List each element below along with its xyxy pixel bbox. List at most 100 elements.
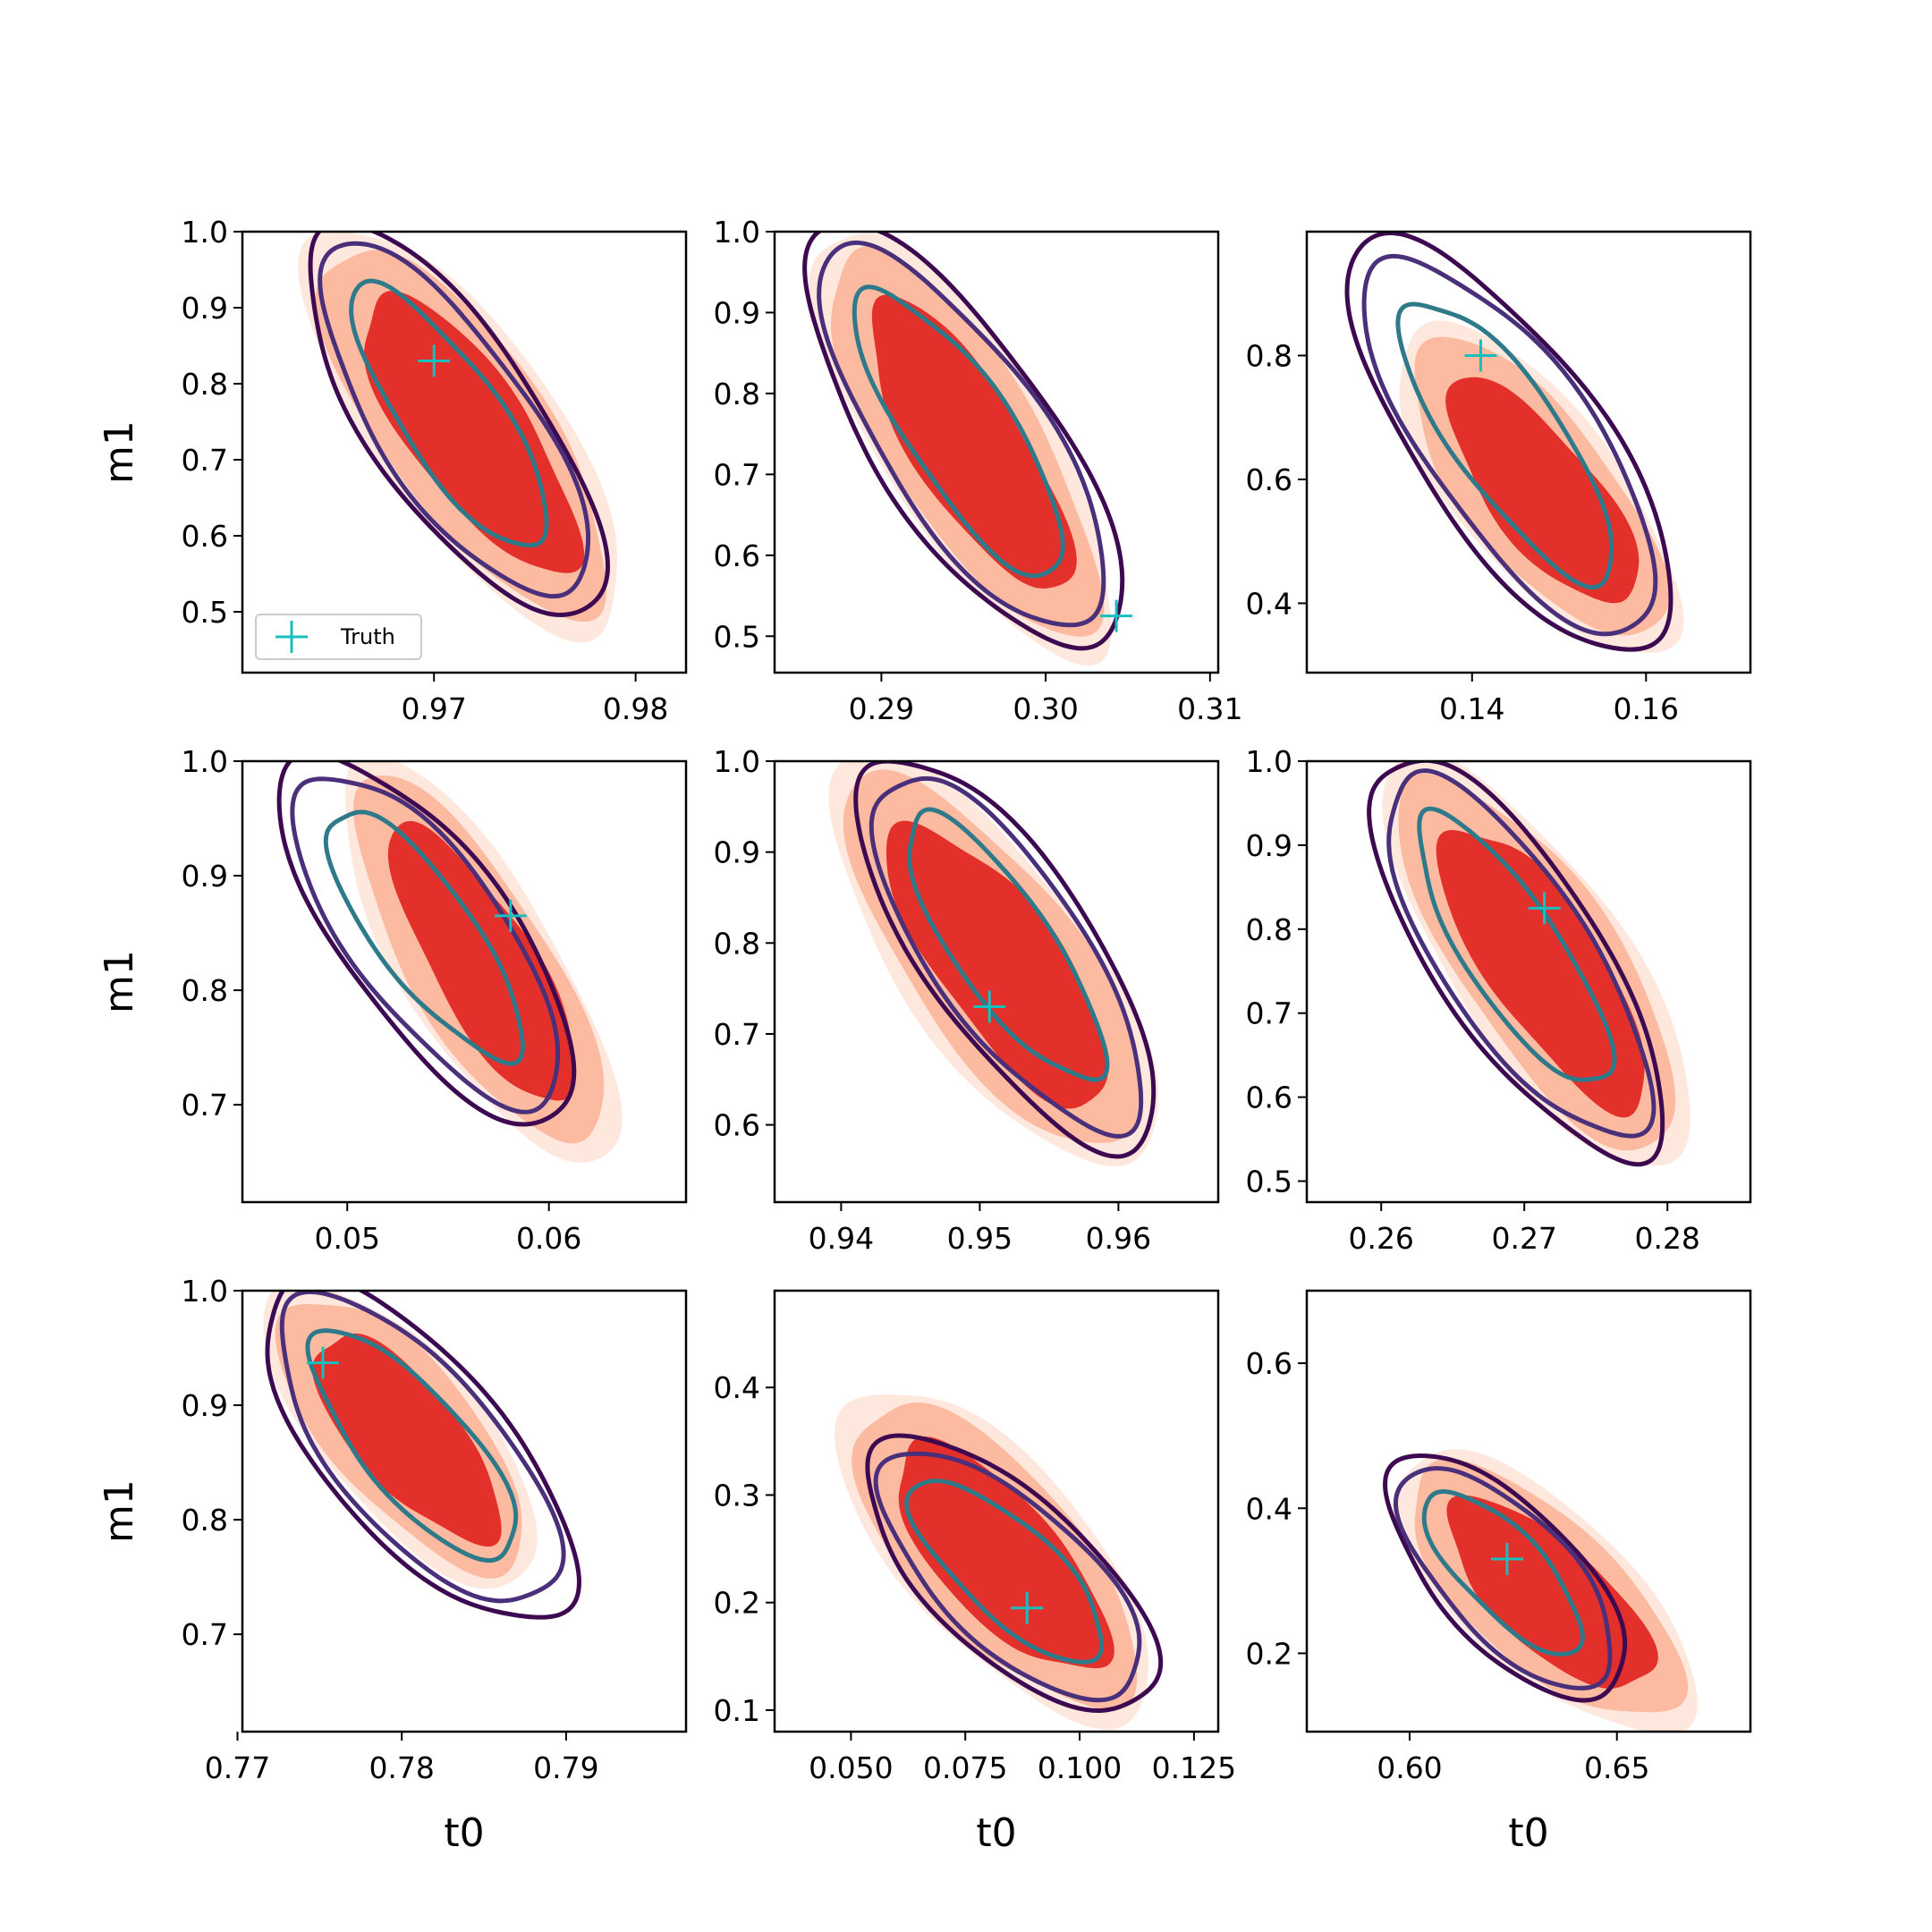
x-tick-label: 0.29 bbox=[849, 691, 914, 726]
line-contour-outer bbox=[308, 232, 611, 618]
panel-r1c1: 0.97 0.98 0.5 0.6 0.7 0.8 0.9 1.0 m1 Truth bbox=[97, 215, 688, 726]
x-tick-label: 0.06 bbox=[516, 1221, 581, 1256]
y-tick-label: 0.7 bbox=[714, 1017, 760, 1052]
axes-frame bbox=[1305, 1289, 1752, 1733]
x-tick-label: 0.78 bbox=[369, 1750, 434, 1785]
x-tick-label: 0.60 bbox=[1377, 1750, 1442, 1785]
fill-contour-inner bbox=[871, 294, 1077, 589]
y-tick-label: 0.9 bbox=[714, 835, 760, 870]
line-contour-outer bbox=[1367, 761, 1665, 1167]
legend-truth-marker bbox=[275, 621, 308, 653]
panel-r3c1: 0.77 0.78 0.79 0.7 0.8 0.9 1.0 t0 m1 bbox=[97, 1274, 688, 1856]
x-tick-label: 0.77 bbox=[205, 1750, 270, 1785]
line-contour-mid bbox=[817, 240, 1106, 628]
fill-contour-inner bbox=[898, 1436, 1114, 1669]
panel-r2c2: 0.94 0.95 0.96 0.6 0.7 0.8 0.9 1.0 bbox=[714, 744, 1220, 1256]
y-tick-label: 0.7 bbox=[1246, 996, 1292, 1031]
y-tick-label: 0.9 bbox=[714, 295, 760, 330]
y-tick-label: 0.1 bbox=[714, 1693, 760, 1728]
fill-contour-inner bbox=[1446, 1495, 1658, 1689]
line-contour-outer bbox=[1383, 1453, 1628, 1703]
fill-contour-inner bbox=[312, 1333, 502, 1547]
line-contour-outer bbox=[1344, 232, 1674, 652]
panel-r2c3: 0.14 0.16 0.4 0.6 0.8 bbox=[1246, 230, 1752, 726]
axes-frame bbox=[241, 1289, 688, 1733]
y-tick-label: 0.2 bbox=[1246, 1636, 1292, 1671]
y-tick-label: 0.6 bbox=[182, 519, 228, 554]
y-tick-label: 0.5 bbox=[714, 619, 760, 654]
truth-marker bbox=[307, 1346, 340, 1379]
x-tick-label: 0.94 bbox=[809, 1221, 874, 1256]
y-tick-label: 0.5 bbox=[182, 595, 228, 630]
x-tick-label: 0.100 bbox=[1038, 1750, 1122, 1785]
panel-r3c2: 0.050 0.075 0.100 0.125 0.1 0.2 0.3 0.4 t0 bbox=[714, 1289, 1236, 1856]
y-axis-label: m1 bbox=[97, 420, 142, 484]
y-tick-label: 0.9 bbox=[182, 291, 228, 326]
line-contour-mid bbox=[279, 1291, 566, 1604]
line-contour-inner bbox=[349, 278, 549, 548]
x-tick-label: 0.97 bbox=[401, 691, 466, 726]
y-tick-label: 0.8 bbox=[182, 973, 228, 1008]
fill-contour-inner bbox=[1445, 377, 1640, 604]
truth-marker bbox=[1011, 1591, 1044, 1624]
line-contour-inner bbox=[907, 807, 1110, 1082]
x-tick-label: 0.79 bbox=[533, 1750, 598, 1785]
y-tick-label: 0.6 bbox=[1246, 1346, 1292, 1381]
y-tick-label: 0.7 bbox=[182, 1088, 228, 1123]
line-contour-outer bbox=[865, 1433, 1164, 1714]
panel-r1c2: 0.29 0.30 0.31 0.5 0.6 0.7 0.8 0.9 1.0 bbox=[714, 215, 1243, 726]
y-tick-label: 0.8 bbox=[714, 926, 760, 961]
x-tick-label: 0.96 bbox=[1086, 1221, 1151, 1256]
y-tick-label: 1.0 bbox=[1246, 744, 1292, 779]
y-tick-label: 1.0 bbox=[182, 1274, 228, 1309]
legend: Truth bbox=[255, 614, 422, 660]
line-contour-inner bbox=[1417, 806, 1617, 1082]
x-tick-label: 0.95 bbox=[947, 1221, 1013, 1256]
truth-marker bbox=[1100, 599, 1133, 632]
y-tick-label: 0.8 bbox=[714, 377, 760, 411]
y-tick-label: 0.5 bbox=[1246, 1165, 1292, 1199]
y-tick-label: 0.7 bbox=[182, 443, 228, 478]
fill-contour-inner bbox=[387, 820, 575, 1101]
line-contour-inner bbox=[323, 809, 525, 1066]
line-contour-inner bbox=[1421, 1489, 1585, 1657]
y-tick-label: 0.8 bbox=[182, 1503, 228, 1538]
fill-contour-inner bbox=[886, 820, 1108, 1109]
line-contour-mid bbox=[318, 241, 591, 599]
x-tick-label: 0.050 bbox=[809, 1750, 893, 1785]
truth-marker bbox=[973, 990, 1006, 1023]
axes-frame bbox=[773, 1289, 1220, 1733]
axes-frame bbox=[241, 230, 688, 674]
line-contour-outer bbox=[853, 761, 1157, 1159]
panel-r2c3b: 0.26 0.27 0.28 0.5 0.6 0.7 0.8 0.9 1.0 bbox=[1246, 744, 1752, 1256]
line-contour-outer bbox=[276, 761, 577, 1127]
y-tick-label: 0.7 bbox=[714, 457, 760, 492]
x-tick-label: 0.30 bbox=[1013, 691, 1078, 726]
line-contour-mid bbox=[873, 1451, 1142, 1703]
x-tick-label: 0.26 bbox=[1348, 1221, 1413, 1256]
fill-contour-inner bbox=[1436, 830, 1645, 1118]
y-tick-label: 0.9 bbox=[182, 859, 228, 894]
x-tick-label: 0.14 bbox=[1439, 691, 1504, 726]
y-tick-label: 1.0 bbox=[714, 215, 760, 250]
y-tick-label: 0.8 bbox=[1246, 338, 1292, 373]
x-tick-label: 0.27 bbox=[1491, 1221, 1556, 1256]
y-tick-label: 0.4 bbox=[714, 1370, 760, 1405]
x-tick-label: 0.98 bbox=[603, 691, 668, 726]
y-tick-label: 0.9 bbox=[1246, 828, 1292, 863]
x-axis-label: t0 bbox=[976, 1810, 1016, 1856]
line-contour-mid bbox=[1393, 1466, 1613, 1690]
truth-marker bbox=[494, 899, 527, 932]
line-contour-inner bbox=[1395, 301, 1614, 590]
x-tick-label: 0.05 bbox=[314, 1221, 379, 1256]
line-contour-mid bbox=[1386, 768, 1657, 1139]
y-tick-label: 0.4 bbox=[1246, 586, 1292, 621]
y-tick-label: 0.8 bbox=[1246, 912, 1292, 947]
x-tick-label: 0.16 bbox=[1614, 691, 1679, 726]
y-tick-label: 1.0 bbox=[182, 215, 228, 250]
y-tick-label: 0.4 bbox=[1246, 1491, 1292, 1526]
line-contour-inner bbox=[852, 284, 1065, 579]
y-tick-label: 0.6 bbox=[714, 1108, 760, 1143]
y-tick-label: 0.8 bbox=[182, 367, 228, 402]
y-tick-label: 0.7 bbox=[182, 1617, 228, 1652]
